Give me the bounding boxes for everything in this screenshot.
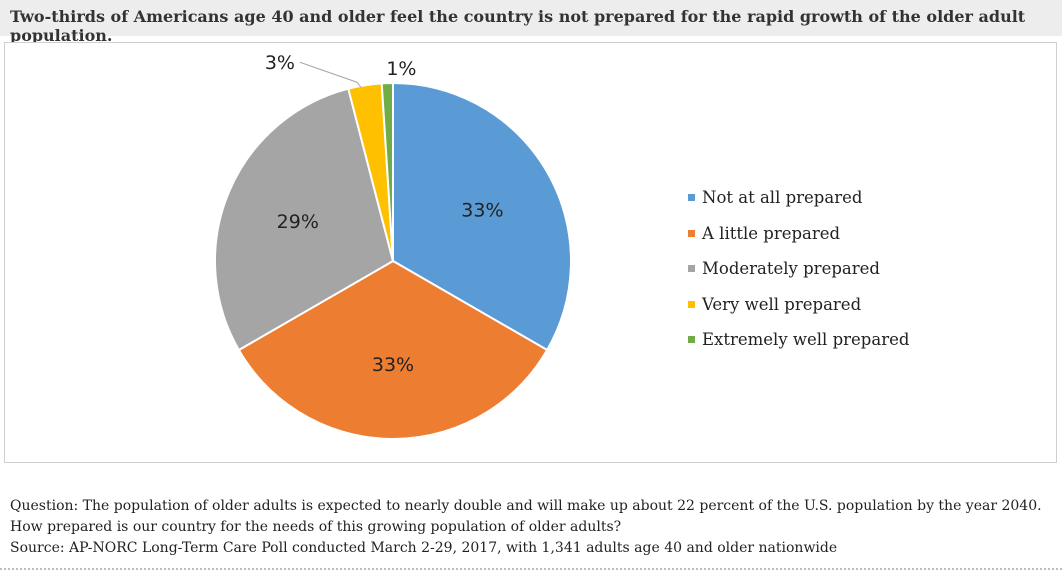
leader-line-very-well-prepared (299, 61, 362, 88)
legend-swatch (688, 229, 695, 237)
legend-item-a-little-prepared: A little prepared (688, 216, 909, 252)
pie-slice-not-at-all-prepared (392, 81, 572, 352)
footer-question: Question: The population of older adults… (10, 498, 1042, 535)
chart-legend: Not at all prepared A little prepared Mode… (688, 180, 909, 358)
legend-label: A little prepared (702, 223, 841, 243)
data-label-very-well-prepared: 3% (265, 52, 295, 74)
footer-notes: Question: The population of older adults… (10, 496, 1050, 559)
data-label-extremely-well-prepared: 1% (386, 58, 416, 80)
legend-label: Moderately prepared (702, 259, 880, 279)
legend-item-not-at-all-prepared: Not at all prepared (688, 180, 909, 216)
legend-item-very-well-prepared: Very well prepared (688, 287, 909, 323)
legend-swatch (688, 194, 695, 202)
pie-slice-extremely-well-prepared (380, 81, 394, 262)
legend-label: Not at all prepared (702, 188, 863, 208)
data-label-a-little-prepared: 33% (372, 354, 414, 376)
legend-swatch (688, 300, 695, 308)
bottom-divider (0, 568, 1062, 570)
pie-slice-moderately-prepared (214, 87, 395, 352)
chart-title: Two-thirds of Americans age 40 and older… (10, 7, 1026, 45)
legend-item-moderately-prepared: Moderately prepared (688, 251, 909, 287)
pie-slice-a-little-prepared (237, 259, 549, 440)
data-label-moderately-prepared: 29% (277, 211, 319, 233)
legend-label: Extremely well prepared (702, 330, 910, 350)
legend-swatch (688, 336, 695, 344)
footer-source: Source: AP-NORC Long-Term Care Poll cond… (10, 540, 838, 556)
title-bar: Two-thirds of Americans age 40 and older… (0, 0, 1062, 45)
legend-item-extremely-well-prepared: Extremely well prepared (688, 322, 909, 358)
data-label-not-at-all-prepared: 33% (461, 199, 503, 221)
pie-chart: 33% 33% 29% 3% 1% (214, 52, 572, 440)
legend-label: Very well prepared (702, 294, 862, 314)
legend-swatch (688, 265, 695, 273)
